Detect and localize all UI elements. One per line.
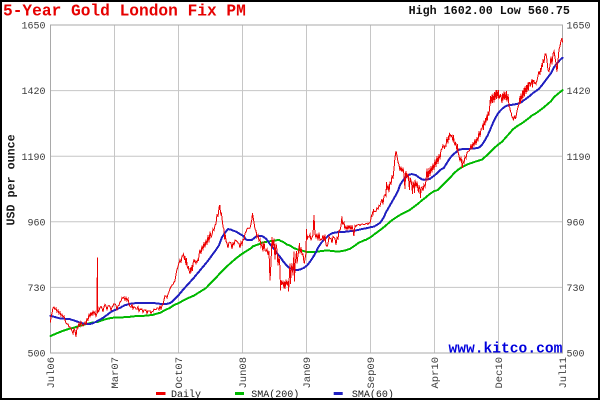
svg-text:730: 730 xyxy=(567,284,585,295)
svg-text:500: 500 xyxy=(567,350,585,361)
svg-text:SMA(60): SMA(60) xyxy=(352,389,394,400)
svg-text:1420: 1420 xyxy=(21,87,45,98)
svg-text:Jul06: Jul06 xyxy=(46,357,58,389)
svg-text:500: 500 xyxy=(27,350,45,361)
svg-text:Sep09: Sep09 xyxy=(366,357,378,389)
svg-text:www.kitco.com: www.kitco.com xyxy=(449,341,563,357)
svg-text:Daily: Daily xyxy=(171,389,201,400)
svg-text:960: 960 xyxy=(567,218,585,229)
svg-text:Jul11: Jul11 xyxy=(558,357,570,389)
svg-text:1190: 1190 xyxy=(567,153,591,164)
svg-text:Jun08: Jun08 xyxy=(238,357,250,389)
svg-text:Apr10: Apr10 xyxy=(430,357,442,389)
svg-text:730: 730 xyxy=(27,284,45,295)
svg-text:Oct07: Oct07 xyxy=(174,357,186,389)
svg-text:1420: 1420 xyxy=(567,87,591,98)
svg-text:Jan09: Jan09 xyxy=(302,357,314,389)
svg-text:USD per ounce: USD per ounce xyxy=(5,134,19,225)
svg-text:Mar07: Mar07 xyxy=(110,357,122,389)
svg-text:SMA(200): SMA(200) xyxy=(251,389,299,400)
svg-text:1190: 1190 xyxy=(21,153,45,164)
svg-text:5-Year Gold London Fix PM: 5-Year Gold London Fix PM xyxy=(3,3,246,21)
svg-text:Dec10: Dec10 xyxy=(494,357,506,389)
svg-text:1650: 1650 xyxy=(21,22,45,33)
svg-text:960: 960 xyxy=(27,218,45,229)
svg-text:High 1602.00 Low 560.75: High 1602.00 Low 560.75 xyxy=(409,4,570,18)
svg-text:1650: 1650 xyxy=(567,22,591,33)
